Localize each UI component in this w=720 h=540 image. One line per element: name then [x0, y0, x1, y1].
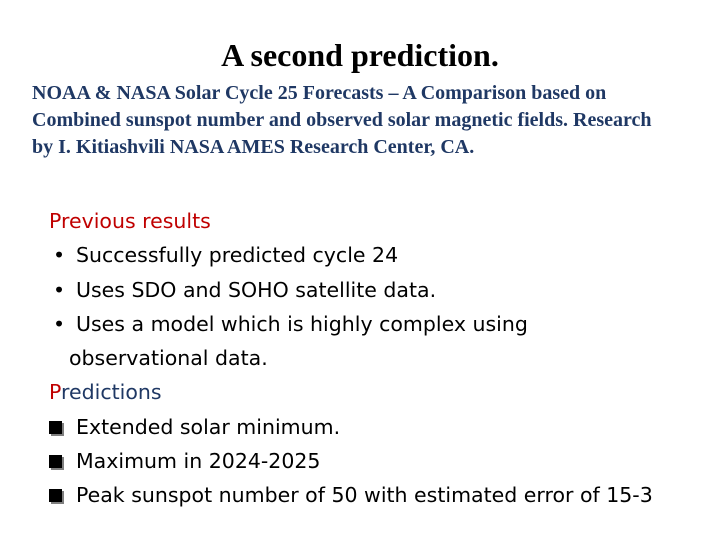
square-bullet-icon — [49, 455, 62, 469]
list-item-continuation: observational data. — [69, 346, 268, 371]
slide-content: Previous results • Successfully predicte… — [49, 204, 720, 513]
list-item: • Uses SDO and SOHO satellite data. — [49, 273, 720, 307]
predictions-heading: Predictions — [49, 375, 720, 409]
slide-title: A second prediction. — [221, 37, 499, 73]
list-item-text: Maximum in 2024-2025 — [76, 449, 321, 474]
square-bullet-icon — [49, 489, 62, 503]
list-item-text: Uses SDO and SOHO satellite data. — [76, 277, 437, 302]
bullet-icon: • — [53, 311, 66, 336]
list-item-text: Uses a model which is highly complex usi… — [76, 311, 528, 336]
list-item: • Successfully predicted cycle 24 — [49, 238, 720, 272]
list-item-text: Successfully predicted cycle 24 — [76, 243, 399, 268]
list-item: Maximum in 2024-2025 — [49, 444, 720, 478]
previous-results-heading: Previous results — [49, 209, 211, 233]
square-bullet-icon — [49, 420, 62, 434]
list-item-text: Extended solar minimum. — [76, 414, 341, 439]
predictions-heading-first-letter: P — [49, 380, 62, 405]
predictions-heading-rest: redictions — [61, 380, 162, 405]
list-item-text: Peak sunspot number of 50 with estimated… — [76, 483, 653, 508]
list-item: • Uses a model which is highly complex u… — [49, 307, 720, 341]
slide-subtitle: NOAA & NASA Solar Cycle 25 Forecasts – A… — [32, 82, 652, 158]
list-item: Extended solar minimum. — [49, 410, 720, 444]
bullet-icon: • — [53, 243, 66, 268]
list-item: Peak sunspot number of 50 with estimated… — [49, 478, 720, 512]
bullet-icon: • — [53, 277, 66, 302]
